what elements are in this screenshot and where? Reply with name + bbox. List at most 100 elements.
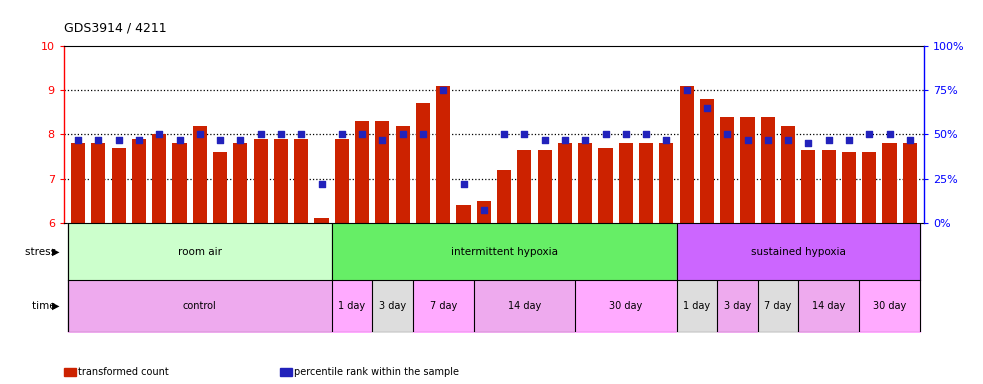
Point — [598, 131, 613, 137]
Bar — [497, 170, 511, 223]
Point — [435, 87, 451, 93]
Text: 7 day: 7 day — [765, 301, 791, 311]
Bar — [517, 150, 532, 223]
Point — [882, 131, 897, 137]
Bar — [213, 152, 227, 223]
Point — [537, 137, 552, 143]
Point — [781, 137, 796, 143]
Bar — [172, 143, 187, 223]
Text: transformed count: transformed count — [78, 367, 168, 377]
Point — [90, 137, 106, 143]
Bar — [883, 143, 896, 223]
Bar — [335, 139, 349, 223]
Point — [233, 137, 249, 143]
Point — [638, 131, 654, 137]
Point — [557, 137, 573, 143]
Bar — [538, 150, 551, 223]
Bar — [902, 143, 917, 223]
Text: time: time — [32, 301, 59, 311]
Bar — [477, 200, 491, 223]
Point — [821, 137, 837, 143]
Bar — [355, 121, 370, 223]
Text: 3 day: 3 day — [379, 301, 406, 311]
Text: 14 day: 14 day — [508, 301, 541, 311]
Bar — [841, 152, 856, 223]
Bar — [111, 147, 126, 223]
Bar — [233, 143, 248, 223]
Bar — [132, 139, 146, 223]
Point — [314, 181, 329, 187]
Point — [577, 137, 593, 143]
Bar — [700, 99, 714, 223]
Bar — [91, 143, 105, 223]
Bar — [71, 143, 86, 223]
Point — [800, 140, 816, 146]
Text: stress: stress — [25, 247, 59, 257]
Point — [841, 137, 857, 143]
Point — [151, 131, 167, 137]
Text: 30 day: 30 day — [609, 301, 643, 311]
Point — [111, 137, 127, 143]
Point — [618, 131, 634, 137]
Bar — [193, 126, 206, 223]
Point — [456, 181, 472, 187]
Text: sustained hypoxia: sustained hypoxia — [751, 247, 845, 257]
Text: 14 day: 14 day — [812, 301, 845, 311]
Point — [415, 131, 431, 137]
Point — [70, 137, 86, 143]
Bar — [152, 134, 166, 223]
Bar — [618, 143, 633, 223]
Point — [516, 131, 532, 137]
Bar — [456, 205, 471, 223]
Bar — [721, 117, 734, 223]
Text: 1 day: 1 day — [683, 301, 711, 311]
Text: 30 day: 30 day — [873, 301, 906, 311]
Bar — [822, 150, 836, 223]
Text: ▶: ▶ — [51, 301, 59, 311]
Point — [739, 137, 755, 143]
Text: 7 day: 7 day — [430, 301, 457, 311]
Text: 3 day: 3 day — [723, 301, 751, 311]
Point — [375, 137, 390, 143]
Bar — [679, 86, 694, 223]
Text: room air: room air — [178, 247, 222, 257]
Point — [496, 131, 512, 137]
Point — [902, 137, 918, 143]
Text: ▶: ▶ — [51, 247, 59, 257]
Point — [253, 131, 268, 137]
Point — [476, 207, 492, 214]
Point — [760, 137, 776, 143]
Text: 1 day: 1 day — [338, 301, 366, 311]
Bar — [315, 218, 328, 223]
Point — [720, 131, 735, 137]
Text: intermittent hypoxia: intermittent hypoxia — [450, 247, 557, 257]
Point — [395, 131, 411, 137]
Text: percentile rank within the sample: percentile rank within the sample — [294, 367, 459, 377]
Point — [679, 87, 695, 93]
Point — [192, 131, 207, 137]
Point — [334, 131, 350, 137]
Bar — [376, 121, 389, 223]
Text: control: control — [183, 301, 216, 311]
Point — [293, 131, 309, 137]
Bar — [578, 143, 593, 223]
Text: GDS3914 / 4211: GDS3914 / 4211 — [64, 22, 166, 35]
Bar — [558, 143, 572, 223]
Bar — [416, 104, 430, 223]
Point — [172, 137, 188, 143]
Bar — [294, 139, 309, 223]
Point — [354, 131, 370, 137]
Bar — [395, 126, 410, 223]
Bar — [436, 86, 450, 223]
Bar — [599, 147, 612, 223]
Point — [212, 137, 228, 143]
Bar — [254, 139, 267, 223]
Point — [273, 131, 289, 137]
Bar — [761, 117, 775, 223]
Point — [861, 131, 877, 137]
Point — [699, 105, 715, 111]
Bar — [801, 150, 816, 223]
Bar — [740, 117, 755, 223]
Bar — [660, 143, 673, 223]
Point — [131, 137, 146, 143]
